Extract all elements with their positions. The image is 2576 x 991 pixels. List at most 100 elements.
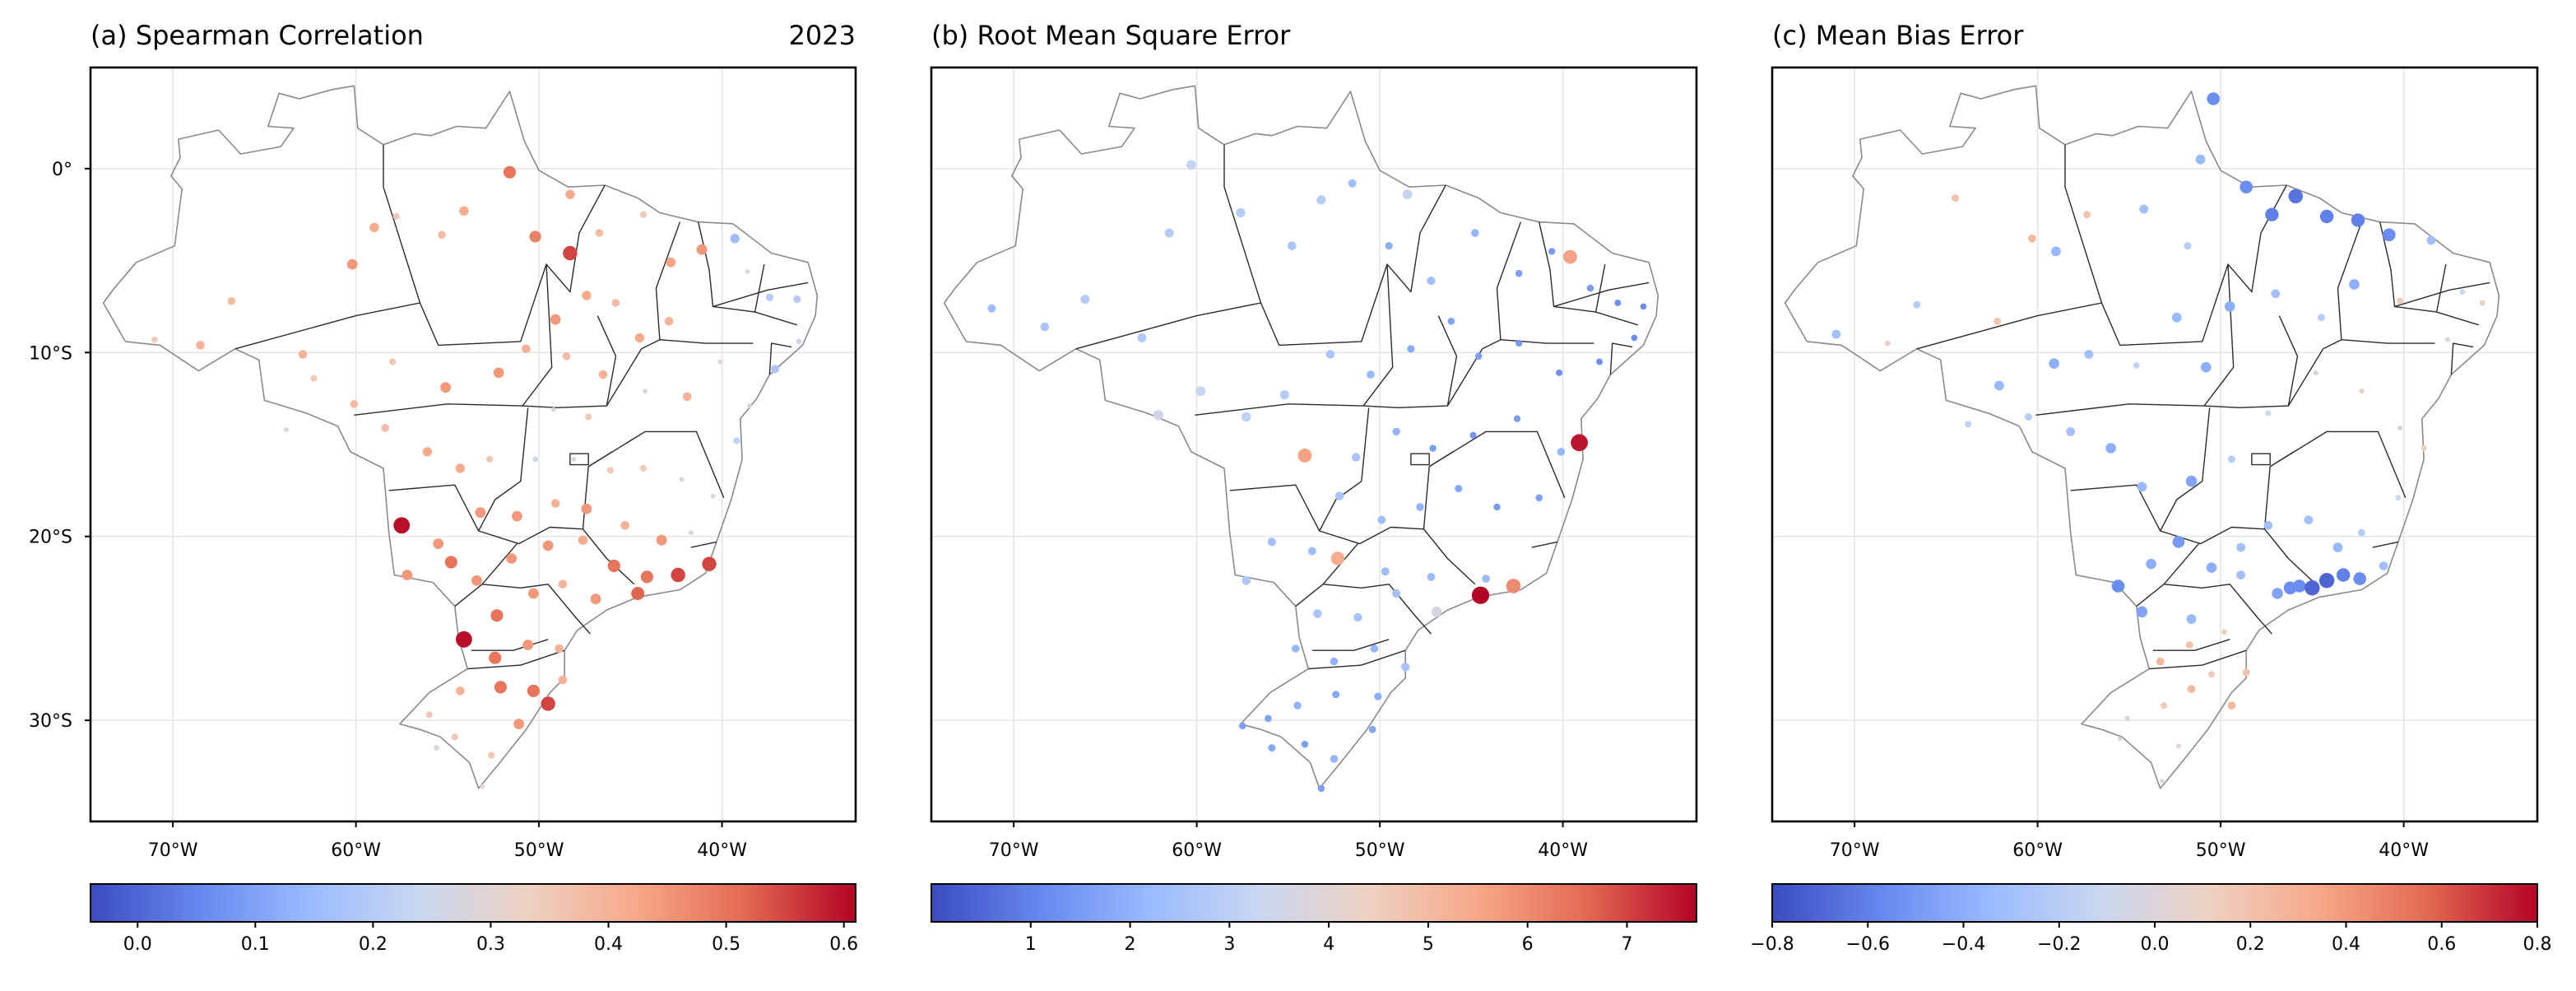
station-point [2136, 606, 2148, 618]
station-point [2353, 572, 2366, 585]
station-point [581, 503, 592, 514]
state-border [1311, 639, 1390, 651]
station-point [456, 686, 465, 696]
station-point [606, 467, 615, 474]
station-point [1137, 333, 1147, 342]
lon-tick-label: 70°W [1830, 840, 1880, 861]
station-point [512, 510, 522, 522]
station-point [702, 556, 717, 571]
station-point [2379, 561, 2388, 570]
station-point [1332, 691, 1340, 699]
station-point [475, 507, 486, 519]
station-point [1317, 784, 1325, 793]
lon-tick-label: 40°W [1538, 840, 1588, 861]
station-point [1571, 434, 1588, 452]
station-point [1535, 494, 1543, 502]
station-point [563, 245, 578, 261]
colorbar-tick-label: 0.2 [359, 934, 388, 955]
station-point [2239, 180, 2253, 193]
state-border [2149, 649, 2247, 670]
station-point [1515, 340, 1523, 347]
state-border [1428, 430, 1566, 499]
station-point [2146, 558, 2156, 570]
station-point [2227, 455, 2235, 463]
station-point [1265, 714, 1272, 723]
lon-tick-label: 50°W [2196, 840, 2246, 861]
station-point [2395, 495, 2402, 501]
station-point [1381, 567, 1390, 576]
station-point [1330, 551, 1345, 565]
station-point [666, 257, 676, 268]
station-point [1993, 317, 2002, 325]
state-border [2070, 484, 2161, 532]
panel-title-mbe: (c) Mean Bias Error [1772, 20, 2024, 51]
station-point [1279, 390, 1289, 400]
colorbar-tick-label: 0.4 [2332, 934, 2360, 955]
lon-tick-label: 70°W [148, 840, 198, 861]
station-point [1482, 575, 1490, 583]
station-point [2444, 337, 2451, 342]
station-point [730, 234, 740, 244]
lon-tick-label: 50°W [1355, 840, 1405, 861]
station-point [1563, 249, 1577, 264]
station-point [528, 588, 539, 599]
state-border [2269, 430, 2407, 499]
station-point [2172, 536, 2185, 548]
station-point [2201, 361, 2212, 373]
station-point [541, 696, 555, 711]
station-point [527, 684, 541, 698]
station-point [2195, 154, 2206, 165]
station-point [562, 352, 571, 361]
state-border [2394, 281, 2490, 308]
station-point [1242, 575, 1251, 585]
colorbar-tick-label: 0.1 [241, 934, 270, 955]
map-background [931, 67, 1696, 821]
state-border [1594, 263, 1606, 313]
station-point [1080, 295, 1090, 304]
station-point [2359, 388, 2365, 394]
state-border [2160, 407, 2295, 545]
station-point [733, 437, 740, 444]
station-point [494, 681, 508, 694]
state-border [383, 144, 421, 304]
station-point [2265, 410, 2272, 416]
station-point [2304, 580, 2320, 596]
colorbar-tick-label: −0.6 [1846, 934, 1890, 955]
station-point [1292, 644, 1300, 653]
station-point [1385, 242, 1393, 250]
federal-district [1410, 453, 1430, 466]
station-point [639, 211, 647, 218]
station-point [1513, 415, 1521, 422]
station-point [2283, 581, 2297, 595]
map-background [1772, 67, 2537, 821]
station-point [2028, 234, 2036, 243]
state-border [1362, 264, 1394, 407]
station-point [1471, 586, 1490, 604]
state-border [1553, 281, 1650, 308]
panel-rmse: (b) Root Mean Square Error 70°W 60°W 50°W 4… [930, 20, 1698, 955]
colorbar-tick-label: 0.0 [2141, 934, 2170, 955]
station-point [1195, 386, 1206, 397]
lon-tick-label: 50°W [514, 840, 564, 861]
station-point [2083, 211, 2091, 219]
station-point [1153, 410, 1164, 421]
state-border [1229, 484, 1320, 532]
station-point [1596, 358, 1604, 365]
station-point [1429, 444, 1437, 452]
station-point [551, 407, 556, 412]
station-point [2242, 668, 2250, 677]
colorbar-tick-label: 1 [1025, 934, 1037, 955]
station-point [485, 455, 494, 463]
station-point [422, 447, 433, 457]
year-label: 2023 [789, 20, 856, 51]
state-border [1423, 528, 1476, 585]
state-border [478, 407, 613, 545]
colorbar [1771, 883, 2538, 923]
station-point [532, 456, 538, 463]
station-point [1548, 248, 1556, 255]
station-point [1353, 612, 1362, 622]
station-point [1392, 427, 1400, 436]
station-point [696, 244, 708, 255]
station-point [1965, 421, 1972, 428]
station-point [639, 464, 647, 472]
